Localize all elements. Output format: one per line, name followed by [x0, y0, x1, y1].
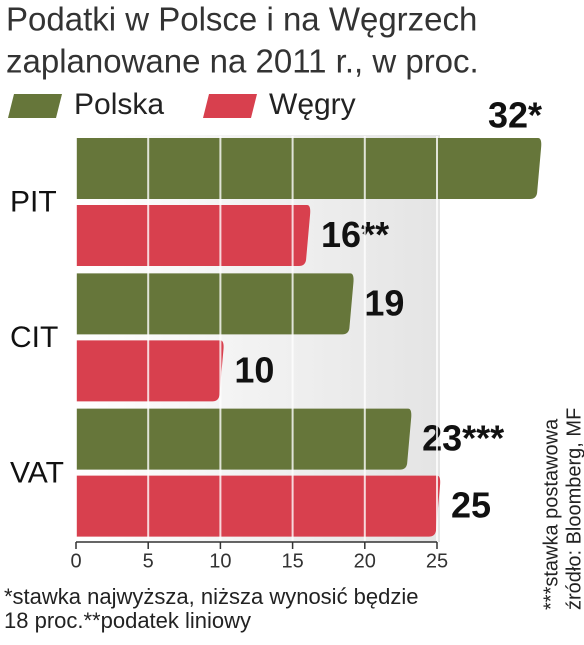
- x-tick-label: 20: [354, 550, 376, 572]
- bar: [76, 475, 441, 537]
- value-label: 25: [451, 485, 491, 526]
- category-label: CIT: [10, 321, 58, 354]
- x-tick-label: 15: [281, 550, 303, 572]
- plot-background: [76, 135, 440, 542]
- x-tick-label: 0: [70, 550, 81, 572]
- bar: [76, 340, 224, 402]
- side-note: ***stawka postawowa: [540, 418, 562, 610]
- chart-title: Podatki w Polsce i na Węgrzech: [6, 1, 477, 38]
- value-label: 19: [364, 282, 404, 323]
- legend-label: Węgry: [269, 88, 356, 121]
- legend-swatch: [203, 94, 257, 118]
- value-label: 10: [234, 349, 274, 390]
- x-tick-label: 5: [143, 550, 154, 572]
- footnote: 18 proc.**podatek liniowy: [4, 608, 251, 633]
- value-label: 16**: [321, 214, 389, 255]
- footnote: *stawka najwyższa, niższa wynosić będzie: [4, 584, 419, 609]
- bar: [76, 205, 311, 266]
- bar: [76, 273, 354, 335]
- value-label: 23***: [422, 418, 504, 459]
- side-note: źródło: Bloomberg, MF: [563, 408, 584, 610]
- legend-label: Polska: [74, 88, 164, 121]
- chart-title: zaplanowane na 2011 r., w proc.: [6, 43, 479, 80]
- x-tick-label: 25: [426, 550, 448, 572]
- bar: [76, 138, 542, 199]
- x-tick-label: 10: [209, 550, 231, 572]
- category-label: VAT: [10, 456, 64, 489]
- bar: [76, 408, 412, 470]
- legend-swatch: [8, 94, 62, 118]
- category-label: PIT: [10, 186, 57, 219]
- value-label: 32*: [488, 95, 542, 136]
